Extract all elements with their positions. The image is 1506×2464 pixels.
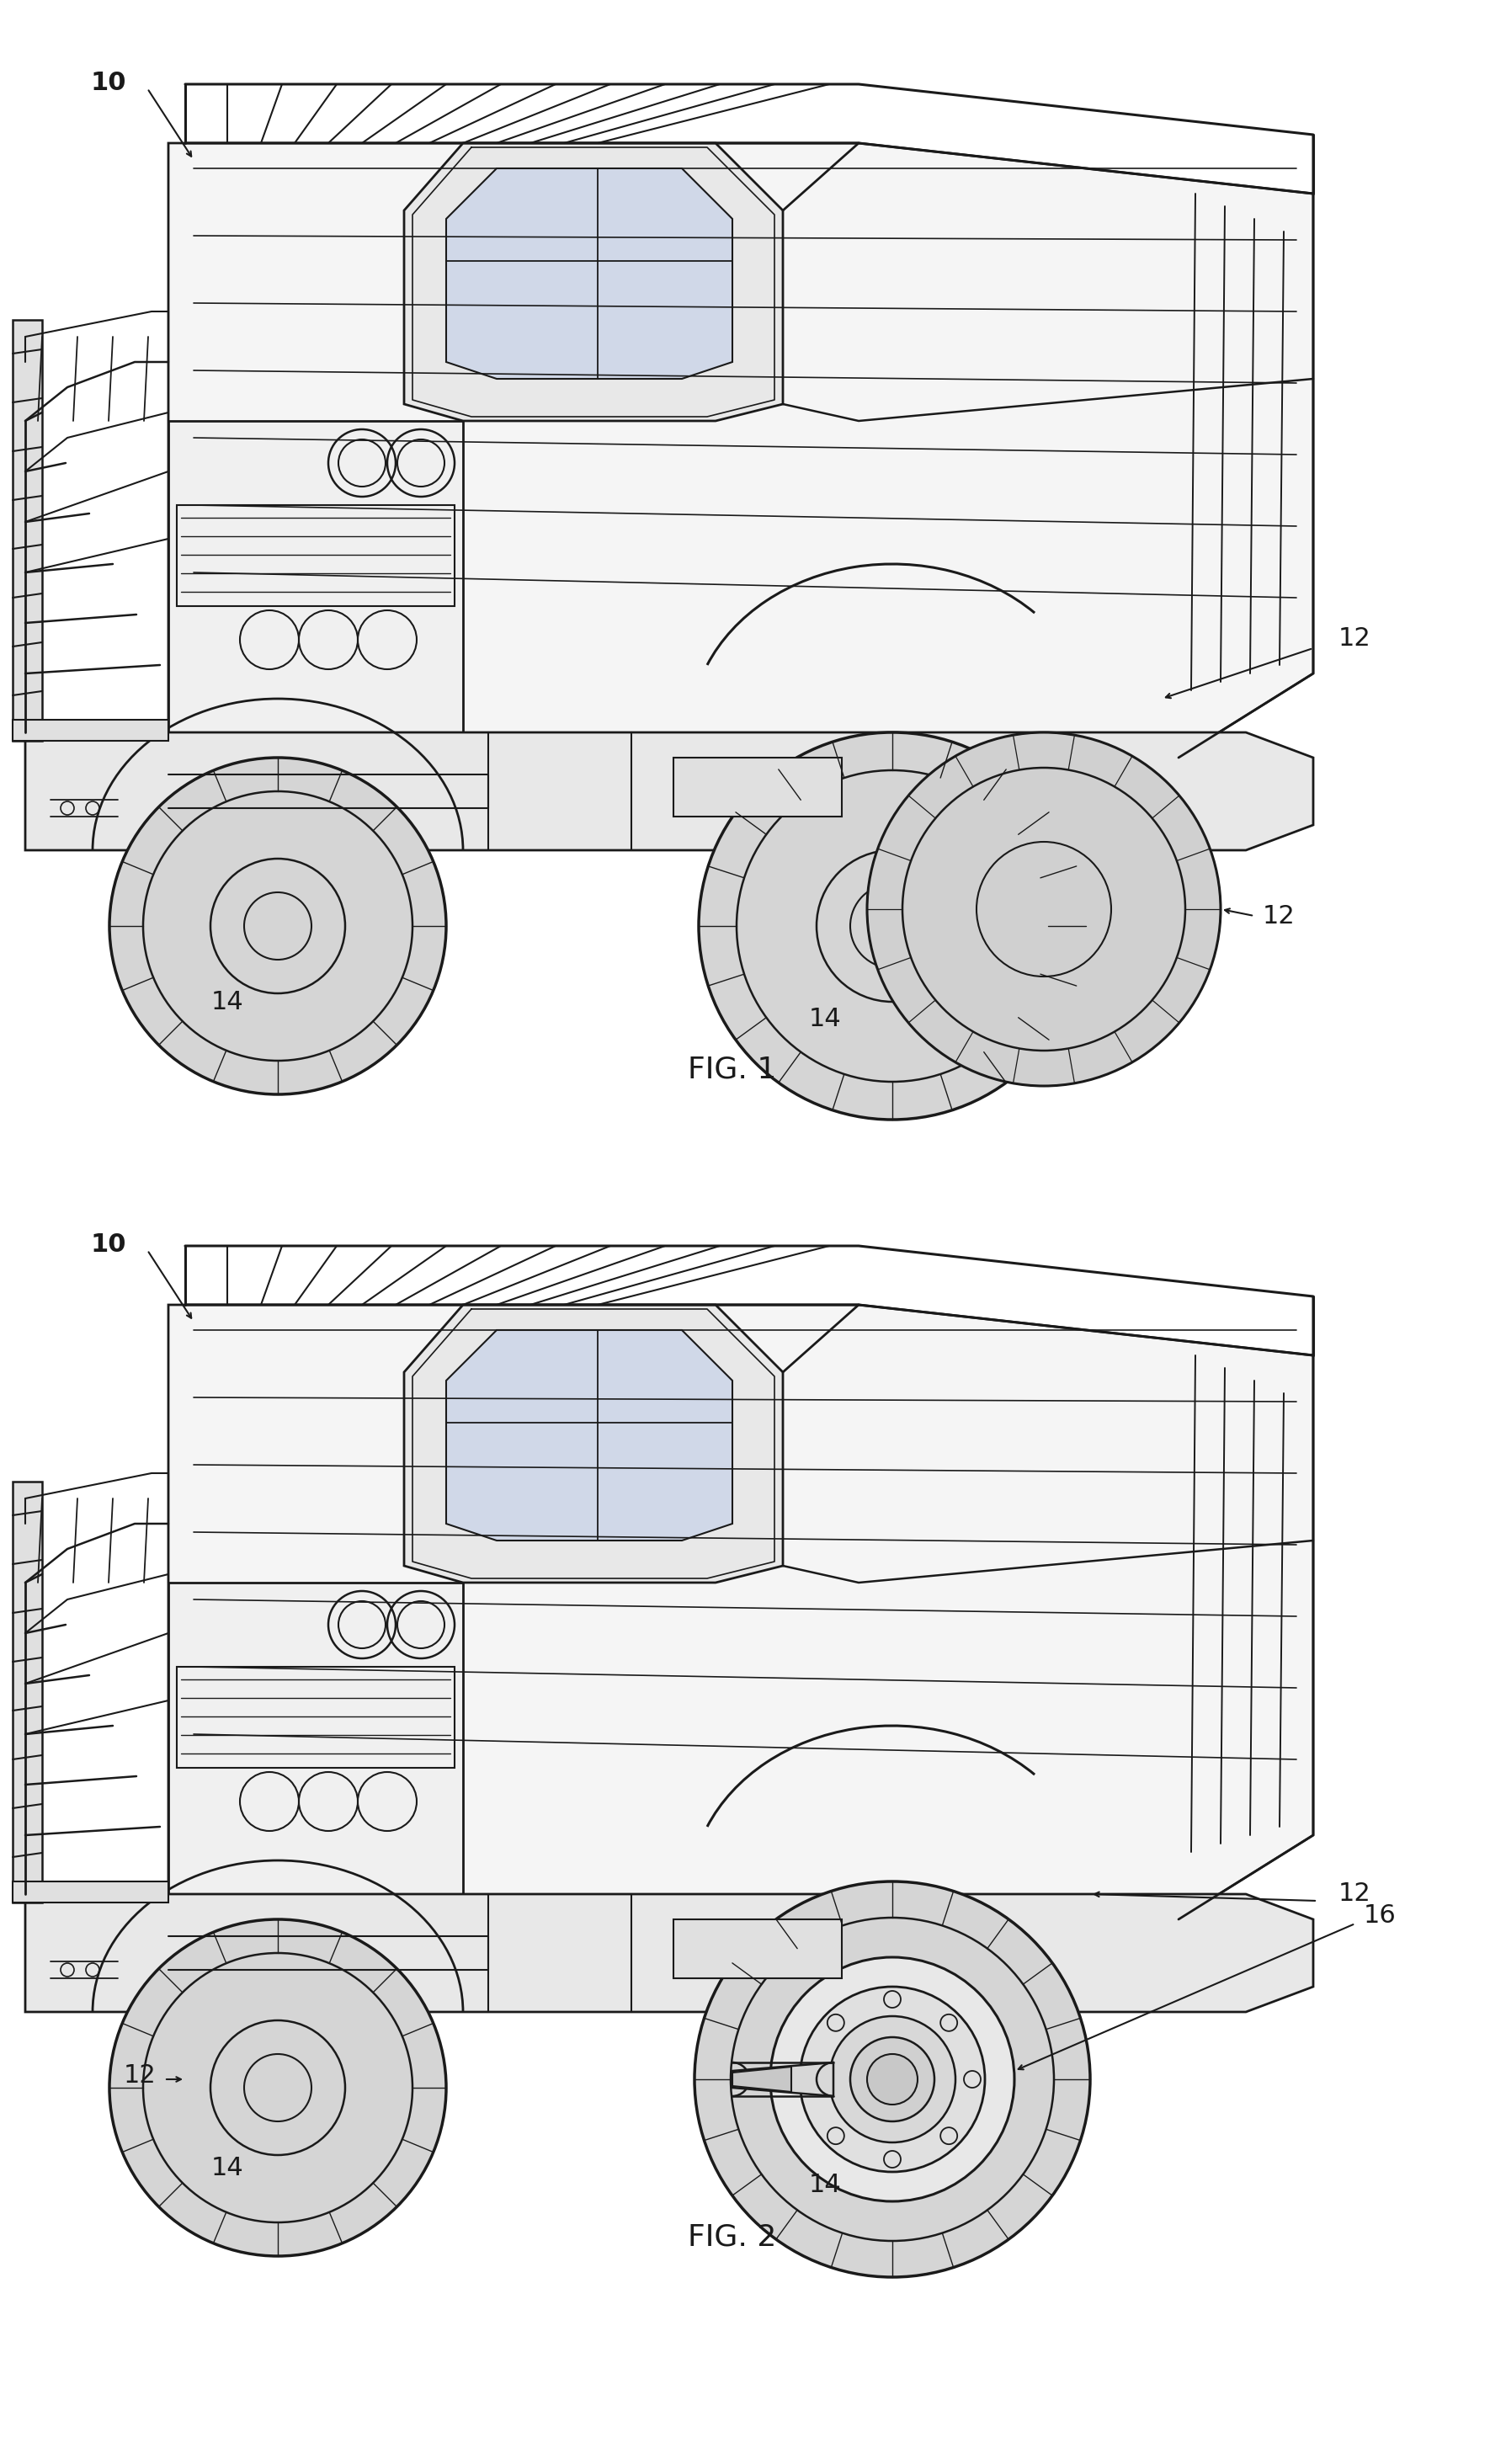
Text: 16: 16 bbox=[1363, 1902, 1396, 1927]
Text: 14: 14 bbox=[809, 2173, 840, 2198]
Polygon shape bbox=[404, 1306, 783, 1582]
Text: 12: 12 bbox=[1337, 1882, 1370, 1907]
Text: 14: 14 bbox=[809, 1005, 840, 1030]
Polygon shape bbox=[446, 168, 732, 379]
Text: FIG. 1: FIG. 1 bbox=[688, 1055, 776, 1084]
Circle shape bbox=[828, 2016, 955, 2141]
Polygon shape bbox=[12, 719, 169, 742]
Text: 12: 12 bbox=[1337, 626, 1370, 650]
Polygon shape bbox=[12, 1882, 169, 1902]
Circle shape bbox=[800, 1986, 985, 2171]
Circle shape bbox=[866, 732, 1220, 1087]
Circle shape bbox=[110, 1919, 446, 2257]
Polygon shape bbox=[12, 320, 42, 742]
Polygon shape bbox=[732, 2062, 833, 2097]
Polygon shape bbox=[446, 1331, 732, 1540]
Polygon shape bbox=[169, 1306, 1313, 1919]
Polygon shape bbox=[732, 2067, 791, 2092]
Polygon shape bbox=[26, 1895, 1313, 2013]
Polygon shape bbox=[673, 1919, 842, 1979]
Polygon shape bbox=[26, 732, 1313, 850]
Text: 10: 10 bbox=[90, 71, 127, 94]
Text: 14: 14 bbox=[211, 2156, 244, 2181]
Text: 10: 10 bbox=[90, 1232, 127, 1257]
Polygon shape bbox=[169, 421, 462, 756]
Polygon shape bbox=[169, 1582, 462, 1919]
Circle shape bbox=[866, 2055, 917, 2104]
Text: FIG. 2: FIG. 2 bbox=[688, 2223, 776, 2252]
Text: 12: 12 bbox=[123, 2062, 155, 2087]
Circle shape bbox=[849, 2038, 934, 2122]
Polygon shape bbox=[404, 143, 783, 421]
Text: 14: 14 bbox=[211, 991, 244, 1015]
Polygon shape bbox=[169, 143, 1313, 756]
Polygon shape bbox=[12, 1481, 42, 1902]
Circle shape bbox=[694, 1882, 1089, 2277]
Circle shape bbox=[699, 732, 1086, 1119]
Circle shape bbox=[110, 756, 446, 1094]
Circle shape bbox=[770, 1956, 1014, 2200]
Text: 12: 12 bbox=[1262, 904, 1295, 929]
Polygon shape bbox=[673, 756, 842, 816]
